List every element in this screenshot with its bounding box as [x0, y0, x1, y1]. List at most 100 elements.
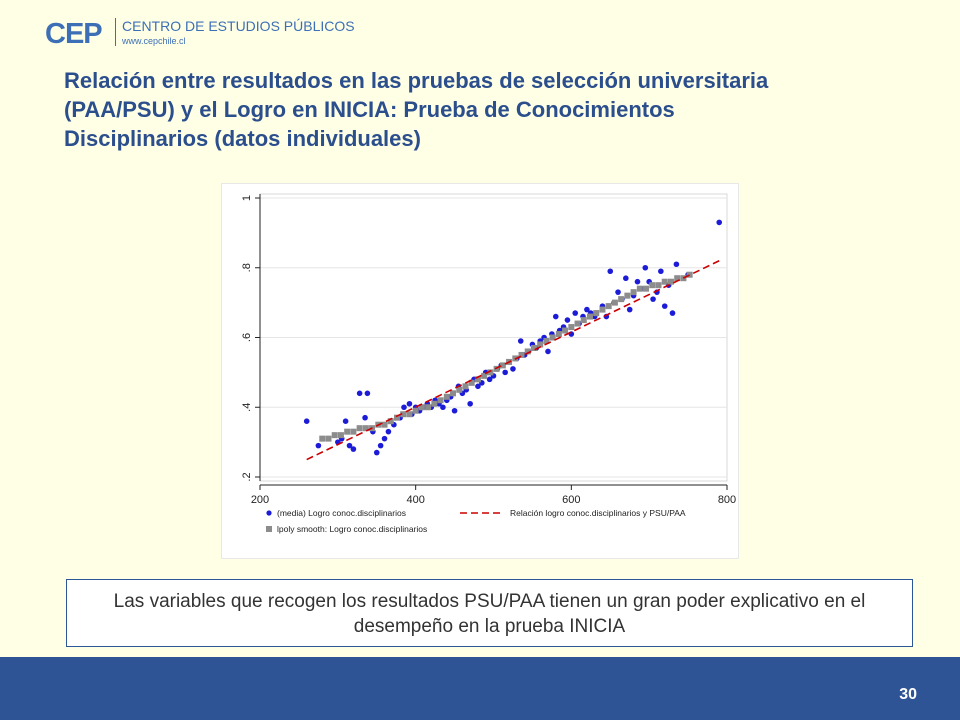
scatter-point	[545, 348, 551, 355]
smooth-point	[412, 407, 419, 414]
smooth-point	[406, 411, 413, 418]
scatter-point	[607, 268, 614, 275]
smooth-point	[530, 344, 537, 351]
logo-mark: CEP	[45, 18, 103, 50]
scatter-point	[572, 310, 579, 316]
smooth-point	[337, 432, 344, 439]
smooth-point	[350, 428, 357, 435]
smooth-point	[487, 369, 494, 376]
smooth-point	[468, 379, 475, 386]
smooth-point	[667, 278, 674, 285]
scatter-point	[401, 404, 407, 411]
x-tick-label: 200	[251, 494, 269, 506]
smooth-point	[618, 296, 625, 303]
scatter-point	[406, 400, 413, 407]
logo-separator	[115, 18, 116, 46]
scatter-point	[440, 404, 446, 411]
scatter-point	[661, 303, 668, 309]
smooth-point	[524, 348, 531, 355]
smooth-point	[580, 317, 587, 324]
smooth-point	[518, 351, 525, 358]
smooth-point	[549, 334, 556, 341]
y-tick-label: 1	[241, 195, 253, 201]
smooth-point	[331, 432, 338, 439]
scatter-point	[486, 376, 493, 383]
scatter-point	[615, 289, 621, 295]
scatter-point	[303, 418, 310, 424]
legend-scatter-marker	[266, 510, 272, 516]
scatter-point	[373, 449, 380, 456]
smooth-point	[593, 310, 600, 317]
scatter-point	[642, 264, 649, 271]
page-number: 30	[899, 686, 917, 703]
legend-fit-label: Relación logro conoc.disciplinarios y PS…	[510, 508, 686, 518]
smooth-point	[537, 341, 544, 348]
scatter-chart: .2 .4 .6 .8 1 200 400 600 800 (media) Logro conoc…	[221, 183, 739, 559]
scatter-point	[385, 428, 392, 435]
smooth-point	[443, 393, 450, 400]
scatter-point	[584, 306, 590, 313]
scatter-point	[673, 261, 680, 268]
slide-title: Relación entre resultados en las pruebas…	[64, 68, 769, 151]
smooth-point	[568, 324, 575, 331]
smooth-point	[499, 362, 506, 369]
smooth-point	[387, 418, 394, 425]
y-tick-label: .2	[241, 472, 253, 481]
smooth-point	[400, 411, 407, 418]
x-tick-label: 800	[718, 494, 736, 506]
legend-smooth-marker	[266, 526, 272, 532]
smooth-point	[630, 289, 637, 296]
smooth-point	[686, 271, 693, 278]
smooth-point	[431, 400, 438, 407]
x-tick-label: 400	[406, 494, 424, 506]
scatter-point	[381, 435, 388, 442]
scatter-point	[364, 390, 371, 397]
scatter-point	[517, 338, 524, 344]
scatter-point	[650, 296, 656, 302]
smooth-point	[425, 404, 432, 411]
scatter-point	[658, 268, 664, 275]
scatter-point	[510, 366, 516, 372]
smooth-point	[624, 292, 631, 299]
scatter-point	[315, 442, 322, 449]
scatter-point	[669, 310, 676, 316]
logo-url: www.cepchile.cl	[122, 36, 186, 46]
scatter-point	[356, 390, 363, 397]
smooth-point	[599, 306, 606, 313]
smooth-point	[418, 404, 425, 411]
smooth-point	[325, 435, 332, 442]
scatter-point	[502, 369, 508, 376]
smooth-point	[462, 383, 469, 390]
scatter-point	[475, 383, 481, 390]
y-tick-label: .8	[241, 263, 253, 272]
smooth-point	[474, 376, 481, 383]
smooth-point	[655, 282, 662, 289]
scatter-point	[362, 414, 368, 421]
smooth-point	[611, 299, 618, 306]
legend-smooth-label: lpoly smooth: Logro conoc.disciplinarios	[277, 524, 427, 534]
scatter-point	[350, 446, 357, 452]
chart-svg: .2 .4 .6 .8 1 200 400 600 800 (media) Logro conoc…	[241, 193, 736, 534]
note-box: Las variables que recogen los resultados…	[66, 579, 913, 647]
logo-name: CENTRO DE ESTUDIOS PÚBLICOS	[122, 18, 355, 34]
scatter-point	[626, 306, 633, 313]
smooth-point	[319, 435, 326, 442]
scatter-point	[623, 275, 629, 282]
scatter-point	[342, 418, 349, 424]
smooth-point	[587, 313, 594, 320]
smooth-point	[362, 425, 369, 432]
smooth-point	[393, 414, 400, 421]
smooth-point	[555, 331, 562, 338]
smooth-point	[344, 428, 351, 435]
y-tick-label: .4	[241, 403, 253, 412]
smooth-point	[636, 285, 643, 292]
y-tick-label: .6	[241, 333, 253, 342]
scatter-point	[552, 313, 559, 320]
smooth-point	[674, 275, 681, 282]
smooth-point	[456, 386, 463, 393]
scatter-point	[467, 400, 473, 407]
smooth-point	[481, 372, 488, 379]
scatter-point	[346, 442, 353, 449]
smooth-point	[437, 397, 444, 404]
smooth-point	[574, 320, 581, 327]
